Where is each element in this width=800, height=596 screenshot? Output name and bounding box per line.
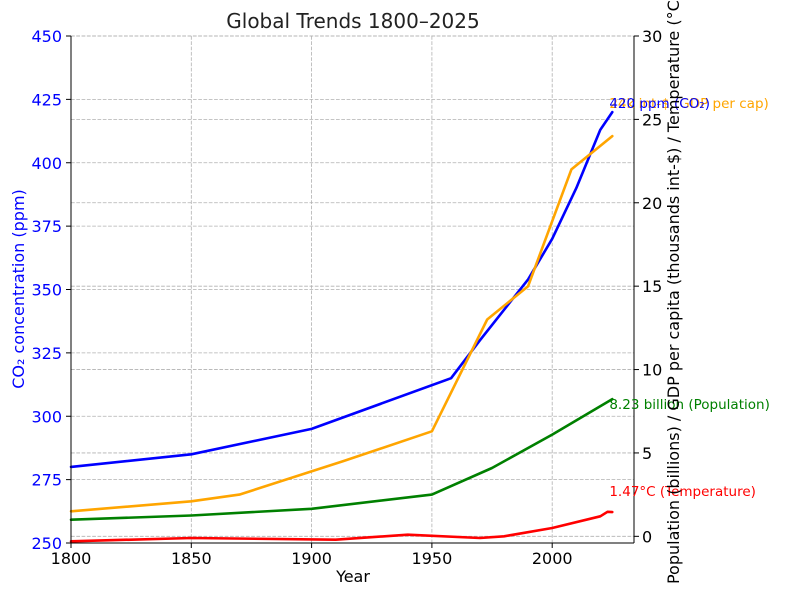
- annotation-0: 24k int-$ (GDP per cap): [609, 96, 768, 112]
- x-tick-label-1: 1850: [171, 549, 212, 568]
- chart-title: Global Trends 1800–2025: [226, 9, 479, 33]
- right-tick-label-2: 10: [642, 361, 662, 380]
- left-tick-label-6: 400: [31, 154, 62, 173]
- right-tick-label-0: 0: [642, 527, 652, 546]
- x-tick-label-3: 1950: [412, 549, 453, 568]
- axes: 1800 1850 1900 1950 200025027530032535037540…: [31, 27, 662, 568]
- annotation-1: 420 ppm (CO₂): [609, 96, 710, 112]
- series-layer: [69, 110, 614, 543]
- left-tick-label-1: 275: [31, 471, 62, 490]
- right-tick-label-5: 25: [642, 110, 662, 129]
- x-tick-label-0: 1800: [51, 549, 92, 568]
- annotation-2: 8.23 billion (Population): [609, 397, 770, 413]
- left-tick-label-2: 300: [31, 407, 62, 426]
- series-line-1: [69, 134, 614, 513]
- left-tick-label-8: 450: [31, 27, 62, 46]
- left-tick-label-3: 325: [31, 344, 62, 363]
- right-axis-label: Population (billions) / GDP per capita (…: [664, 0, 683, 584]
- series-line-2: [69, 397, 614, 522]
- right-tick-label-3: 15: [642, 277, 662, 296]
- right-tick-label-6: 30: [642, 27, 662, 46]
- series-line-3: [69, 510, 614, 543]
- x-tick-label-4: 2000: [532, 549, 573, 568]
- right-tick-label-1: 5: [642, 444, 652, 463]
- left-axis-label: CO₂ concentration (ppm): [9, 189, 28, 389]
- left-tick-label-7: 425: [31, 90, 62, 109]
- left-tick-label-4: 350: [31, 281, 62, 300]
- annotations: 24k int-$ (GDP per cap)420 ppm (CO₂) 8.23…: [609, 96, 770, 500]
- left-tick-label-5: 375: [31, 217, 62, 236]
- grid: [70, 35, 634, 544]
- series-line-0: [69, 110, 614, 469]
- left-tick-label-0: 250: [31, 534, 62, 553]
- x-axis-label: Year: [335, 567, 370, 586]
- right-tick-label-4: 20: [642, 194, 662, 213]
- annotation-3: 1.47°C (Temperature): [609, 484, 756, 500]
- x-tick-label-2: 1900: [291, 549, 332, 568]
